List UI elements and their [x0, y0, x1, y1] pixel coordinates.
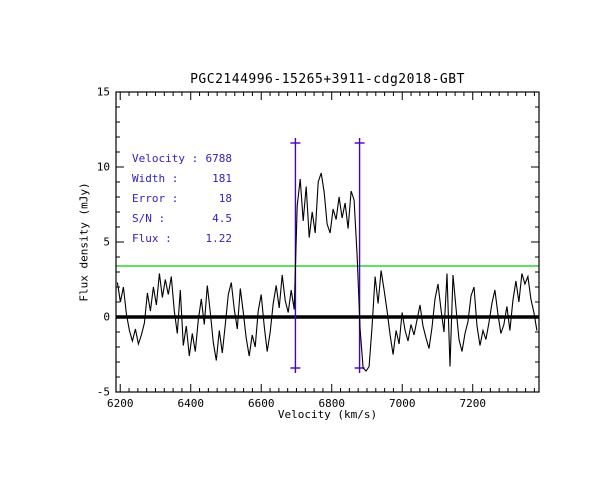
x-tick-label: 6400	[177, 397, 204, 410]
annotation-row-velocity: Velocity : 6788	[132, 149, 232, 169]
error-value: 18	[218, 192, 232, 205]
x-tick-label: 7200	[459, 397, 486, 410]
sn-label: S/N :	[132, 212, 166, 225]
error-label: Error :	[132, 192, 179, 205]
annotation-row-error: Error : 18	[132, 189, 232, 209]
x-tick-label: 6600	[247, 397, 275, 410]
y-tick-label: 0	[103, 310, 110, 324]
x-tick-label: 6200	[106, 397, 134, 410]
x-tick-label: 6800	[318, 397, 345, 410]
velocity-value: 6788	[205, 152, 233, 165]
x-axis-title: Velocity (km/s)	[277, 408, 378, 421]
spectrum-trace	[116, 172, 538, 372]
x-tick-label: 7000	[388, 397, 416, 410]
y-tick-label: 15	[96, 85, 110, 99]
y-tick-label: -5	[96, 385, 110, 399]
annotation-row-width: Width : 181	[132, 169, 232, 189]
width-label: Width :	[132, 172, 179, 185]
measurement-annotation: Velocity : 6788 Width : 181 Error : 18 S…	[132, 149, 232, 249]
annotation-row-flux: Flux : 1.22	[132, 229, 232, 249]
flux-value: 1.22	[205, 232, 233, 245]
y-tick-label: 5	[103, 235, 110, 249]
flux-label: Flux :	[132, 232, 172, 245]
velocity-label: Velocity :	[132, 152, 199, 165]
width-value: 181	[212, 172, 232, 185]
sn-value: 4.5	[212, 212, 232, 225]
annotation-row-sn: S/N : 4.5	[132, 209, 232, 229]
plot-title: PGC2144996-15265+3911-cdg2018-GBT	[190, 72, 465, 87]
y-tick-label: 10	[96, 160, 110, 174]
